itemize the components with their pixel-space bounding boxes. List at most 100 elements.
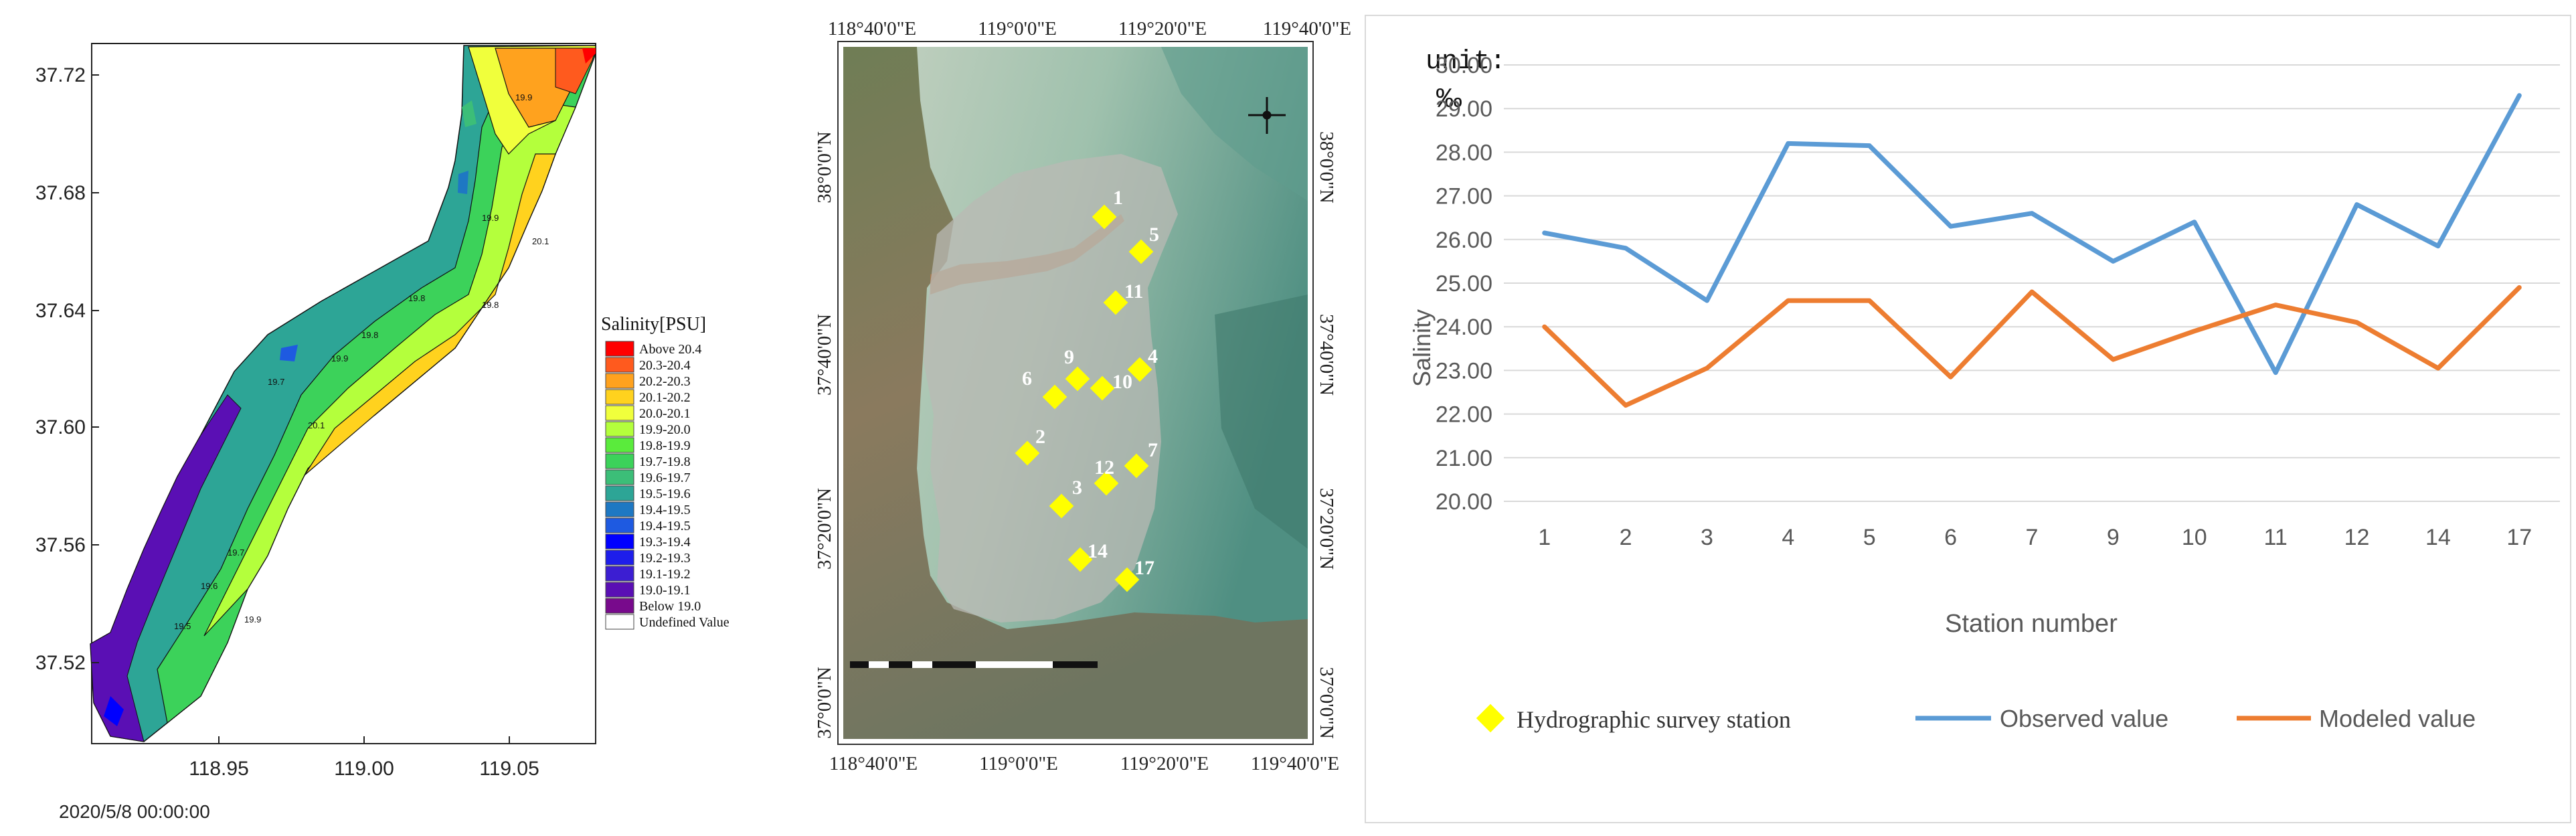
map-timestamp: 2020/5/8 00:00:00 (59, 801, 210, 822)
contour-label: 19.6 (201, 581, 218, 591)
map-y-tick: 37.60 (35, 416, 86, 438)
map-y-tick: 37.64 (35, 300, 86, 322)
legend-label: 20.0-20.1 (639, 406, 691, 421)
legend-swatch (605, 469, 634, 485)
land-area (843, 47, 1308, 739)
contour-label: 20.1 (308, 420, 325, 430)
map-x-tick: 119.05 (479, 758, 539, 780)
station-map-panel: 1 5 11 9 6 10 4 2 7 12 3 14 17 118°40'0"… (786, 0, 1359, 833)
y-tick-label: 25.00 (1436, 271, 1492, 297)
legend-label: 19.6-19.7 (639, 471, 691, 485)
station-label: 9 (1064, 346, 1074, 368)
modeled-point (1867, 299, 1872, 303)
modeled-point (2517, 285, 2522, 290)
contour-label: 19.7 (228, 548, 244, 558)
lon-tick: 119°20'0"E (1118, 18, 1207, 39)
station-labels: 1 5 11 9 6 10 4 2 7 12 3 14 17 (1022, 187, 1159, 579)
contour-label: 19.8 (482, 300, 499, 310)
map-x-tick: 119.00 (334, 758, 394, 780)
salinity-legend: Salinity[PSU] Above 20.420.3-20.420.2-20… (601, 314, 729, 630)
legend-label: 19.2-19.3 (639, 551, 691, 566)
modeled-point (1542, 325, 1547, 329)
station-marker (1103, 290, 1128, 315)
map-y-axis: 37.72 37.68 37.64 37.60 37.56 37.52 (35, 64, 99, 674)
legend-swatch (605, 598, 634, 614)
contour-label: 19.9 (244, 614, 261, 624)
scale-bar (850, 661, 1098, 668)
modeled-point (2435, 366, 2440, 371)
contour-label: 20.1 (532, 236, 549, 246)
x-tick-label: 1 (1538, 525, 1551, 550)
observed-point (2192, 220, 2197, 224)
grid-lines (1504, 64, 2560, 502)
station-marker (1067, 547, 1093, 572)
salinity-legend-items: Above 20.420.3-20.420.2-20.320.1-20.220.… (605, 341, 729, 630)
unit-label: unit: (1426, 47, 1506, 77)
x-tick-label: 5 (1863, 525, 1876, 550)
legend-swatch (605, 357, 634, 373)
modeled-point (1624, 403, 1628, 408)
station-marker (1015, 440, 1040, 466)
station-label: 12 (1094, 456, 1114, 479)
lon-tick: 119°40'0"E (1251, 753, 1339, 774)
observed-point (1948, 224, 1953, 229)
station-label: 4 (1148, 345, 1158, 367)
lat-tick: 37°40'0"N (1316, 314, 1337, 396)
lon-tick: 119°40'0"E (1263, 18, 1351, 39)
legend-label: 19.1-19.2 (639, 567, 691, 582)
station-marker (1114, 567, 1140, 592)
station-marker (1094, 471, 1119, 496)
station-label: 7 (1148, 439, 1158, 461)
legend-swatch (605, 614, 634, 630)
contour-label: 19.9 (331, 353, 348, 363)
y-tick-label: 20.00 (1436, 489, 1492, 515)
lat-tick: 37°20'0"N (1316, 488, 1337, 570)
modeled-point (2030, 290, 2034, 295)
lat-tick: 38°0'0"N (814, 131, 835, 203)
salinity-map-panel: 19.9 20.1 19.9 19.8 19.8 20.1 19.8 19.7 … (0, 0, 786, 833)
north-arrow-icon (1248, 97, 1286, 134)
salinity-map: 19.9 20.1 19.9 19.8 19.8 20.1 19.8 19.7 … (35, 43, 729, 822)
turbid-water (1161, 47, 1308, 201)
station-label: 3 (1072, 477, 1082, 499)
lat-tick: 37°40'0"N (814, 314, 835, 396)
station-map: 1 5 11 9 6 10 4 2 7 12 3 14 17 118°40'0"… (814, 18, 1351, 774)
lon-tick: 119°20'0"E (1120, 753, 1209, 774)
legend-swatch (605, 373, 634, 389)
x-tick-label: 11 (2264, 525, 2288, 550)
observed-point (2111, 259, 2116, 264)
lon-tick: 118°40'0"E (829, 753, 918, 774)
lat-tick: 37°20'0"N (814, 488, 835, 570)
observed-point (2354, 202, 2359, 207)
x-tick-label: 17 (2506, 525, 2532, 550)
observed-point (2273, 370, 2278, 375)
y-tick-label: 26.00 (1436, 228, 1492, 253)
contour-label: 19.8 (361, 330, 378, 340)
x-tick-label: 6 (1944, 525, 1957, 550)
lat-tick: 37°0'0"N (1316, 667, 1337, 739)
station-label: 1 (1113, 187, 1123, 209)
observed-point (1624, 246, 1628, 250)
deep-water (1215, 295, 1308, 549)
legend-label: Undefined Value (639, 615, 729, 630)
legend-swatch (605, 501, 634, 517)
y-tick-label: 21.00 (1436, 446, 1492, 471)
modeled-series-line (1542, 285, 2522, 408)
map-y-tick: 37.52 (35, 652, 86, 674)
modeled-point (1948, 375, 1953, 380)
legend-swatch (605, 533, 634, 550)
station-marker (1042, 384, 1067, 410)
station-marker (1127, 357, 1152, 382)
station-label: 5 (1149, 224, 1159, 246)
station-marker (1092, 204, 1117, 230)
station-marker (1128, 239, 1154, 264)
legend-swatch (605, 405, 634, 421)
x-tick-label: 7 (2026, 525, 2039, 550)
y-tick-label: 23.00 (1436, 358, 1492, 384)
map-y-tick: 37.68 (35, 182, 86, 204)
legend-label: 20.3-20.4 (639, 358, 691, 373)
y-tick-label: 27.00 (1436, 184, 1492, 210)
y-tick-label: 29.00 (1436, 96, 1492, 122)
observed-point (2435, 244, 2440, 248)
contour-label: 19.5 (174, 621, 191, 631)
